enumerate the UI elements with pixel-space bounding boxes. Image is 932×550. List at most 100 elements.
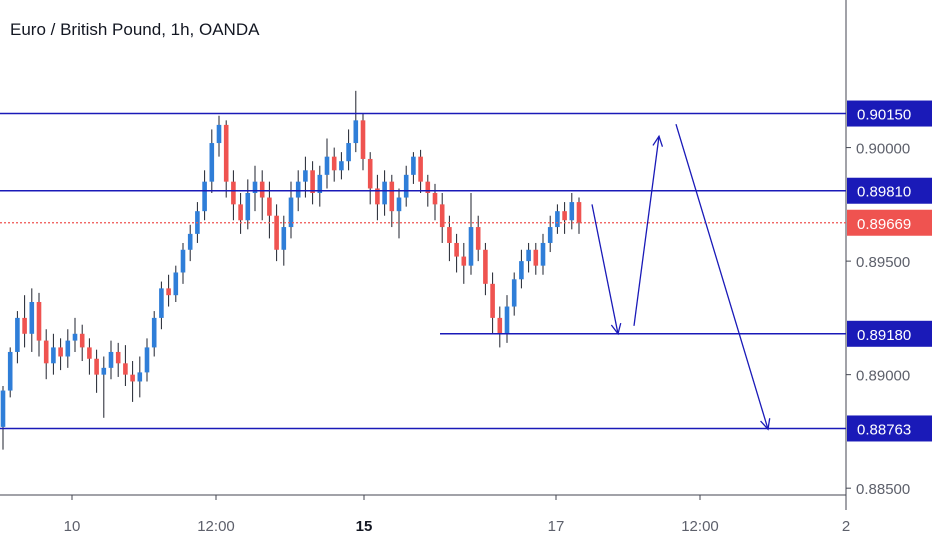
candle	[123, 345, 128, 387]
candle-body	[101, 367, 107, 375]
projection-arrow-2[interactable]	[633, 134, 664, 326]
candle	[223, 120, 229, 198]
projection-arrow-1[interactable]	[591, 204, 622, 336]
candle	[7, 347, 13, 398]
candle	[187, 224, 193, 262]
current-price-badge[interactable]: 0.89669	[847, 209, 932, 236]
candle-body	[360, 120, 366, 159]
level-badge-resistance[interactable]: 0.89810	[847, 177, 932, 204]
candle-body	[533, 249, 539, 266]
candle	[569, 193, 575, 230]
candle	[468, 193, 474, 275]
candle-body	[353, 120, 359, 144]
price-tick-label: 0.89500	[856, 254, 910, 271]
candle-body	[180, 249, 186, 273]
time-tick-label: 2	[842, 518, 850, 535]
time-axis[interactable]: 10 12:00 15 17 12:00 2	[64, 495, 851, 535]
candle	[180, 242, 186, 284]
candle-body	[324, 156, 330, 175]
candle-body	[173, 272, 179, 296]
candle-body	[238, 204, 243, 221]
candle-body	[303, 170, 308, 182]
candle	[281, 215, 287, 266]
candle	[547, 215, 553, 253]
candle	[259, 170, 265, 221]
candle	[245, 179, 251, 230]
candle	[490, 272, 495, 334]
candle	[360, 113, 366, 171]
candle	[51, 333, 56, 375]
level-badge-support-low[interactable]: 0.88763	[847, 415, 932, 442]
candle	[454, 233, 459, 273]
candle	[555, 204, 560, 234]
candle-body	[504, 306, 510, 334]
candle	[576, 197, 582, 234]
candle	[497, 306, 503, 348]
candle-body	[576, 202, 582, 223]
candle-body	[331, 156, 337, 171]
candle	[475, 215, 481, 262]
candle-body	[418, 156, 423, 182]
candle	[65, 329, 71, 368]
candle	[375, 174, 380, 221]
candle-body	[310, 170, 315, 194]
projection-arrow-head	[760, 418, 771, 431]
candle-body	[562, 211, 567, 221]
candle-body	[396, 197, 402, 212]
projection-arrow-shaft	[633, 136, 660, 326]
levels-layer	[0, 112, 846, 430]
candle	[238, 193, 243, 234]
candle-body	[461, 256, 467, 266]
candle	[15, 311, 20, 364]
projection-arrow-shaft	[675, 124, 769, 430]
time-tick-label: 12:00	[681, 518, 719, 535]
candle-body	[454, 242, 459, 257]
candle-body	[483, 249, 488, 284]
candle-body	[432, 193, 438, 205]
chart-title: Euro / British Pound, 1h, OANDA	[10, 20, 260, 39]
candle-body	[58, 347, 63, 357]
price-tick-label: 0.88500	[856, 481, 910, 498]
projection-arrow-3[interactable]	[675, 124, 771, 431]
candle	[324, 138, 330, 189]
candle	[209, 129, 215, 194]
candle	[533, 242, 539, 275]
candle	[382, 170, 387, 216]
candle	[173, 265, 179, 302]
projection-arrow-head	[610, 322, 622, 336]
candle-body	[425, 181, 431, 194]
candle	[43, 329, 49, 380]
candle-body	[187, 233, 193, 250]
candle-body	[382, 181, 387, 205]
candle-body	[130, 374, 135, 382]
candle	[389, 174, 395, 228]
candle	[317, 165, 323, 207]
candle-body	[216, 124, 222, 144]
candle	[432, 183, 438, 221]
candle-body	[447, 227, 452, 243]
candle-body	[223, 124, 229, 182]
candle-body	[115, 351, 121, 364]
level-badge-support[interactable]: 0.89180	[847, 320, 932, 347]
time-tick-label: 15	[356, 518, 373, 535]
candles-layer	[0, 90, 582, 450]
candle-body	[547, 227, 553, 243]
candle-body	[497, 317, 503, 334]
candle	[346, 129, 351, 171]
candle-body	[144, 347, 150, 373]
candle	[526, 242, 531, 273]
candle-body	[403, 174, 409, 198]
price-axis[interactable]: 0.90000 0.89500 0.89000 0.88500 0.90150 0.898…	[846, 100, 932, 499]
candle-body	[439, 204, 445, 228]
candle-body	[569, 202, 575, 221]
candle	[519, 249, 524, 289]
level-badge-resistance-high[interactable]: 0.90150	[847, 100, 932, 127]
candle	[101, 356, 107, 418]
candle	[0, 386, 6, 450]
candle-body	[267, 197, 272, 216]
candle-body	[526, 249, 531, 262]
candle-body	[202, 181, 207, 212]
candle	[166, 274, 171, 307]
candle	[353, 90, 359, 153]
